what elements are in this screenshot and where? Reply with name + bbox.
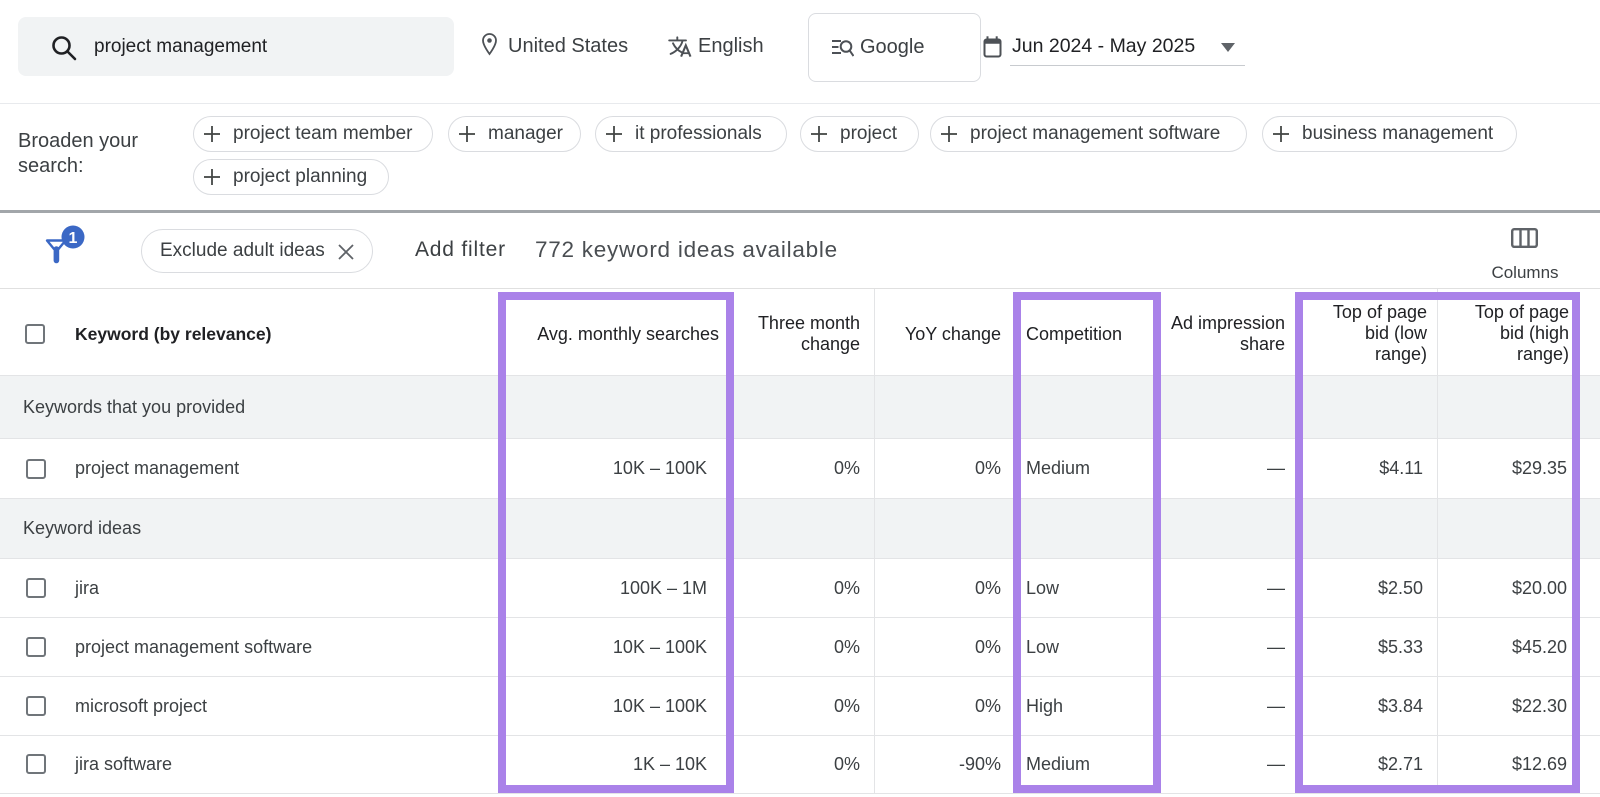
svg-text:1: 1: [69, 230, 78, 247]
